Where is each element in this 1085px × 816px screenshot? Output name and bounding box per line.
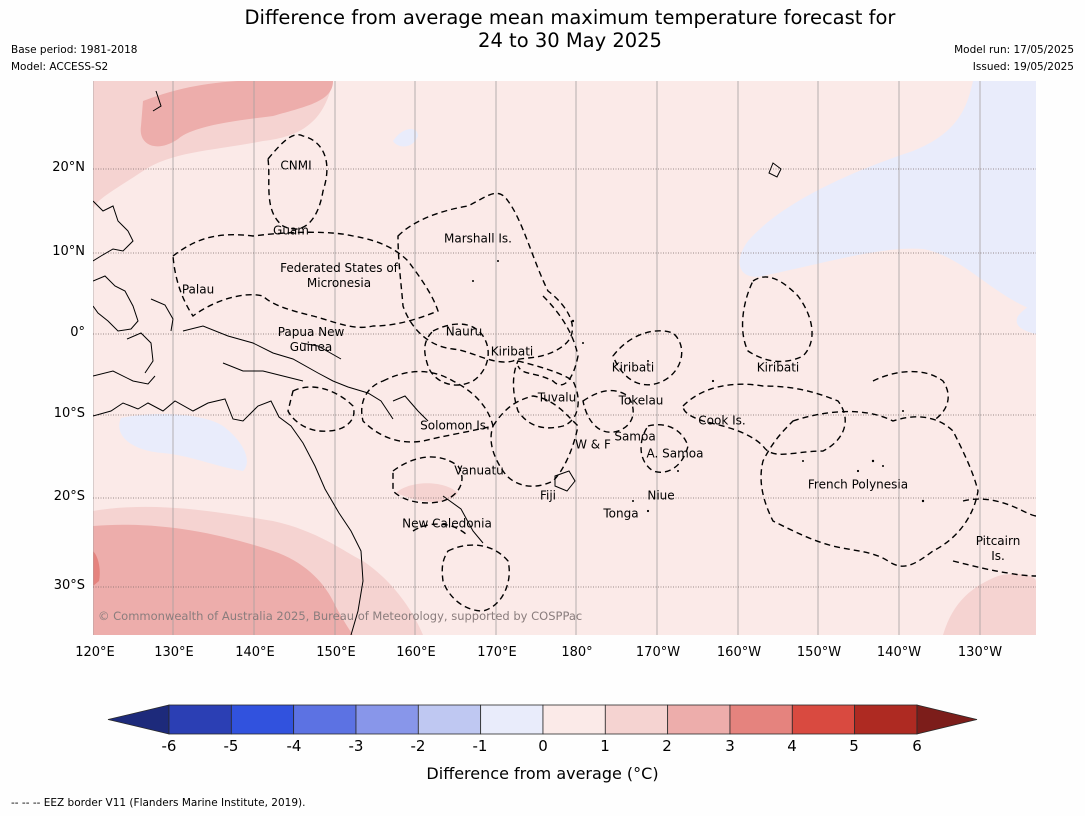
eez-footnote: -- -- -- EEZ border V11 (Flanders Marine… — [11, 797, 306, 809]
region-fiji: Fiji — [539, 488, 557, 503]
colorbar-swatch — [729, 704, 793, 735]
region-kiribati-east: Kiribati — [756, 360, 800, 375]
base-period: Base period: 1981-2018 — [11, 44, 138, 56]
region-cook-islands: Cook Is. — [698, 413, 746, 428]
colorbar-swatch — [168, 704, 232, 735]
colorbar-tick: 6 — [912, 737, 922, 755]
lat-label-0: 0° — [70, 325, 85, 340]
lon-label-130w: 130°W — [957, 645, 1003, 660]
colorbar-tick: -1 — [472, 737, 488, 755]
region-palau: Palau — [181, 282, 215, 297]
colorbar-tick: -5 — [223, 737, 239, 755]
colorbar-swatch — [604, 704, 669, 735]
colorbar-swatch — [355, 704, 419, 735]
colorbar-swatch — [791, 704, 856, 735]
colorbar-tick: 1 — [600, 737, 610, 755]
lon-label-170e: 170°E — [477, 645, 517, 660]
lon-label-150e: 150°E — [316, 645, 356, 660]
region-micronesia: Federated States of Micronesia — [280, 261, 398, 290]
colorbar-tick: 0 — [538, 737, 548, 755]
lon-label-170w: 170°W — [635, 645, 681, 660]
colorbar-swatch — [667, 704, 731, 735]
lat-label-20s: 20°S — [53, 489, 85, 504]
model-name: Model: ACCESS-S2 — [11, 61, 109, 73]
meta-left: Base period: 1981-2018 Model: ACCESS-S2 — [11, 42, 137, 76]
colorbar-swatch — [293, 704, 357, 735]
lat-label-10s: 10°S — [53, 406, 85, 421]
lat-label-10n: 10°N — [52, 244, 85, 259]
region-kiribati-west: Kiribati — [490, 344, 534, 359]
region-samoa: Samoa — [614, 429, 656, 444]
region-wallis-futuna: W & F — [575, 437, 611, 452]
colorbar-tick: -2 — [410, 737, 426, 755]
region-niue: Niue — [647, 488, 675, 503]
region-nauru: Nauru — [445, 324, 483, 339]
region-kiribati-central: Kiribati — [611, 360, 655, 375]
colorbar-swatch — [916, 704, 978, 735]
lat-label-30s: 30°S — [53, 578, 85, 593]
region-vanuatu: Vanuatu — [454, 463, 504, 478]
issued-date: Issued: 19/05/2025 — [972, 61, 1074, 73]
region-marshall-islands: Marshall Is. — [444, 231, 512, 246]
colorbar-tick: 3 — [725, 737, 735, 755]
map-panel: CNMI Guam Marshall Is. Federated States … — [93, 81, 1036, 635]
lon-label-140w: 140°W — [876, 645, 922, 660]
colorbar-swatch — [854, 704, 918, 735]
region-american-samoa: A. Samoa — [646, 446, 704, 461]
region-tonga: Tonga — [603, 506, 639, 521]
lon-label-160e: 160°E — [396, 645, 436, 660]
colorbar-tick: -6 — [161, 737, 177, 755]
colorbar-label: Difference from average (°C) — [426, 764, 659, 783]
colorbar-swatch — [542, 704, 606, 735]
meta-right: Model run: 17/05/2025 Issued: 19/05/2025 — [954, 42, 1074, 76]
colorbar-tick: -4 — [286, 737, 302, 755]
lon-label-160w: 160°W — [716, 645, 762, 660]
colorbar-tick: 5 — [849, 737, 859, 755]
colorbar-swatch — [480, 704, 544, 735]
lon-label-130e: 130°E — [154, 645, 194, 660]
title-line-1: Difference from average mean maximum tem… — [244, 6, 896, 29]
region-new-caledonia: New Caledonia — [402, 516, 492, 531]
lon-label-120e: 120°E — [75, 645, 115, 660]
map-title: Difference from average mean maximum tem… — [0, 6, 1085, 52]
region-solomon-islands: Solomon Is. — [420, 418, 490, 433]
colorbar-tick: 2 — [662, 737, 672, 755]
region-tuvalu: Tuvalu — [537, 390, 577, 405]
title-line-2: 24 to 30 May 2025 — [478, 29, 662, 52]
region-papua-new-guinea: Papua New Guinea — [277, 325, 345, 354]
colorbar-tick: -3 — [348, 737, 364, 755]
colorbar-tick: 4 — [787, 737, 797, 755]
region-french-polynesia: French Polynesia — [807, 477, 909, 492]
lat-label-20n: 20°N — [52, 160, 85, 175]
region-guam: Guam — [273, 223, 309, 238]
colorbar — [107, 704, 978, 735]
region-tokelau: Tokelau — [618, 393, 664, 408]
lon-label-180: 180° — [561, 645, 593, 660]
copyright-notice: © Commonwealth of Australia 2025, Bureau… — [98, 609, 583, 623]
colorbar-swatch — [230, 704, 295, 735]
colorbar-swatch — [107, 704, 170, 735]
colorbar-swatch — [417, 704, 482, 735]
lon-label-150w: 150°W — [796, 645, 842, 660]
region-cnmi: CNMI — [280, 158, 312, 173]
lon-label-140e: 140°E — [235, 645, 275, 660]
map-canvas — [93, 81, 1036, 635]
model-run: Model run: 17/05/2025 — [954, 44, 1074, 56]
region-pitcairn-islands: Pitcairn Is. — [975, 534, 1021, 563]
